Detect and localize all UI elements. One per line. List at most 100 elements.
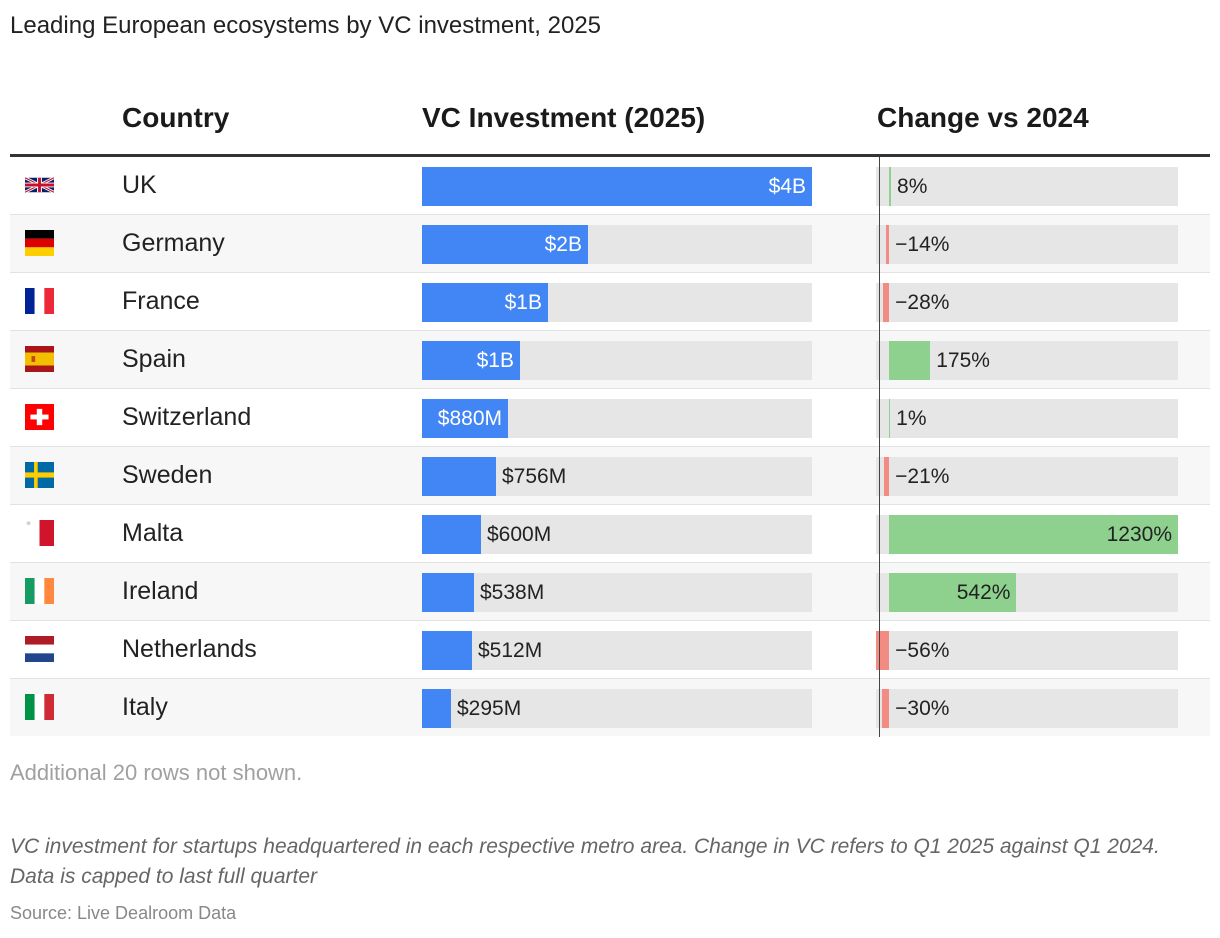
change-value-label: −14% — [895, 233, 950, 256]
country-name: Netherlands — [122, 635, 257, 663]
change-bar-track: −30% — [876, 689, 1178, 728]
germany-flag-icon — [25, 230, 54, 256]
change-bar-track: 1% — [876, 399, 1178, 438]
vc-bar-track: $295M — [422, 689, 812, 728]
change-bar — [889, 515, 1178, 554]
change-zero-axis — [879, 157, 881, 737]
vc-value-label: $600M — [487, 523, 552, 546]
chart-title: Leading European ecosystems by VC invest… — [10, 12, 602, 39]
table-row: Italy $295M −30% — [10, 679, 1210, 736]
change-bar-track: 542% — [876, 573, 1178, 612]
table-body: UK $4B 8% Germany $2B −14% France $1B −28% Spain $… — [10, 157, 1210, 736]
country-name: Sweden — [122, 461, 213, 489]
vc-bar-track: $2B — [422, 225, 812, 264]
vc-bar-track: $600M — [422, 515, 812, 554]
change-bar — [884, 457, 890, 496]
vc-bar — [422, 283, 548, 322]
change-value-label: −28% — [895, 291, 950, 314]
change-value-label: 175% — [936, 349, 990, 372]
change-bar-track: −28% — [876, 283, 1178, 322]
change-bar — [885, 225, 890, 264]
change-bar-track: 1230% — [876, 515, 1178, 554]
vc-bar-track: $1B — [422, 283, 812, 322]
change-bar — [889, 341, 931, 380]
country-column-header: Country — [122, 102, 230, 133]
country-name: Spain — [122, 345, 186, 373]
vc-bar — [422, 341, 520, 380]
switzerland-flag-icon — [25, 404, 54, 430]
ireland-flag-icon — [25, 578, 54, 604]
table-row: Germany $2B −14% — [10, 215, 1210, 273]
table-row: Switzerland $880M 1% — [10, 389, 1210, 447]
change-bar — [882, 283, 890, 322]
change-bar — [889, 399, 891, 438]
country-name: UK — [122, 171, 157, 199]
change-bar-track: −56% — [876, 631, 1178, 670]
table-row: Ireland $538M 542% — [10, 563, 1210, 621]
country-name: Italy — [122, 693, 168, 721]
vc-bar-track: $880M — [422, 399, 812, 438]
vc-value-label: $2B — [544, 233, 582, 256]
table-row: Spain $1B 175% — [10, 331, 1210, 389]
table-row: Sweden $756M −21% — [10, 447, 1210, 505]
uk-flag-icon — [25, 172, 54, 198]
vc-bar — [422, 515, 481, 554]
vc-bar-track: $1B — [422, 341, 812, 380]
spain-flag-icon — [25, 346, 54, 372]
italy-flag-icon — [25, 694, 54, 720]
malta-flag-icon — [25, 520, 54, 546]
vc-value-label: $538M — [480, 581, 545, 604]
vc-value-label: $512M — [478, 639, 543, 662]
country-name: Malta — [122, 519, 184, 547]
change-value-label: −56% — [895, 639, 950, 662]
vc-bar — [422, 631, 472, 670]
change-bar — [876, 631, 890, 670]
vc-bar — [422, 457, 496, 496]
netherlands-flag-icon — [25, 636, 54, 662]
change-bar — [882, 689, 890, 728]
change-bar — [889, 573, 1017, 612]
vc-value-label: $295M — [457, 697, 522, 720]
header-divider — [10, 154, 1210, 157]
vc-column-header: VC Investment (2025) — [422, 102, 706, 133]
vc-bar-track: $756M — [422, 457, 812, 496]
change-value-label: 1% — [896, 407, 927, 430]
change-bar-track: −21% — [876, 457, 1178, 496]
france-flag-icon — [25, 288, 54, 314]
country-name: Ireland — [122, 577, 199, 605]
change-value-label: 542% — [956, 581, 1011, 604]
change-bar-track: −14% — [876, 225, 1178, 264]
change-column-header: Change vs 2024 — [877, 102, 1089, 133]
table-row: Netherlands $512M −56% — [10, 621, 1210, 679]
change-value-label: 1230% — [1106, 523, 1172, 546]
vc-value-label: $1B — [476, 349, 514, 372]
country-name: Switzerland — [122, 403, 252, 431]
change-value-label: −21% — [895, 465, 950, 488]
vc-value-label: $880M — [437, 407, 502, 430]
vc-bar — [422, 573, 474, 612]
country-name: Germany — [122, 229, 225, 257]
vc-bar-track: $538M — [422, 573, 812, 612]
change-value-label: −30% — [895, 697, 950, 720]
vc-value-label: $756M — [502, 465, 567, 488]
table-row: France $1B −28% — [10, 273, 1210, 331]
table-row: Malta $600M 1230% — [10, 505, 1210, 563]
vc-bar-track: $4B — [422, 167, 812, 206]
source-label: Source: Live Dealroom Data — [10, 903, 237, 923]
vc-bar — [422, 225, 588, 264]
rows-not-shown-note: Additional 20 rows not shown. — [10, 760, 303, 785]
vc-bar — [422, 689, 451, 728]
table-row: UK $4B 8% — [10, 157, 1210, 215]
vc-value-label: $1B — [504, 291, 542, 314]
change-bar-track: 8% — [876, 167, 1178, 206]
country-name: France — [122, 287, 200, 315]
vc-bar — [422, 399, 508, 438]
footnote: VC investment for startups headquartered… — [10, 835, 1160, 888]
sweden-flag-icon — [25, 462, 54, 488]
change-bar-track: 175% — [876, 341, 1178, 380]
change-bar — [889, 167, 892, 206]
change-value-label: 8% — [897, 175, 928, 198]
vc-value-label: $4B — [768, 175, 806, 198]
vc-bar — [422, 167, 812, 206]
vc-bar-track: $512M — [422, 631, 812, 670]
